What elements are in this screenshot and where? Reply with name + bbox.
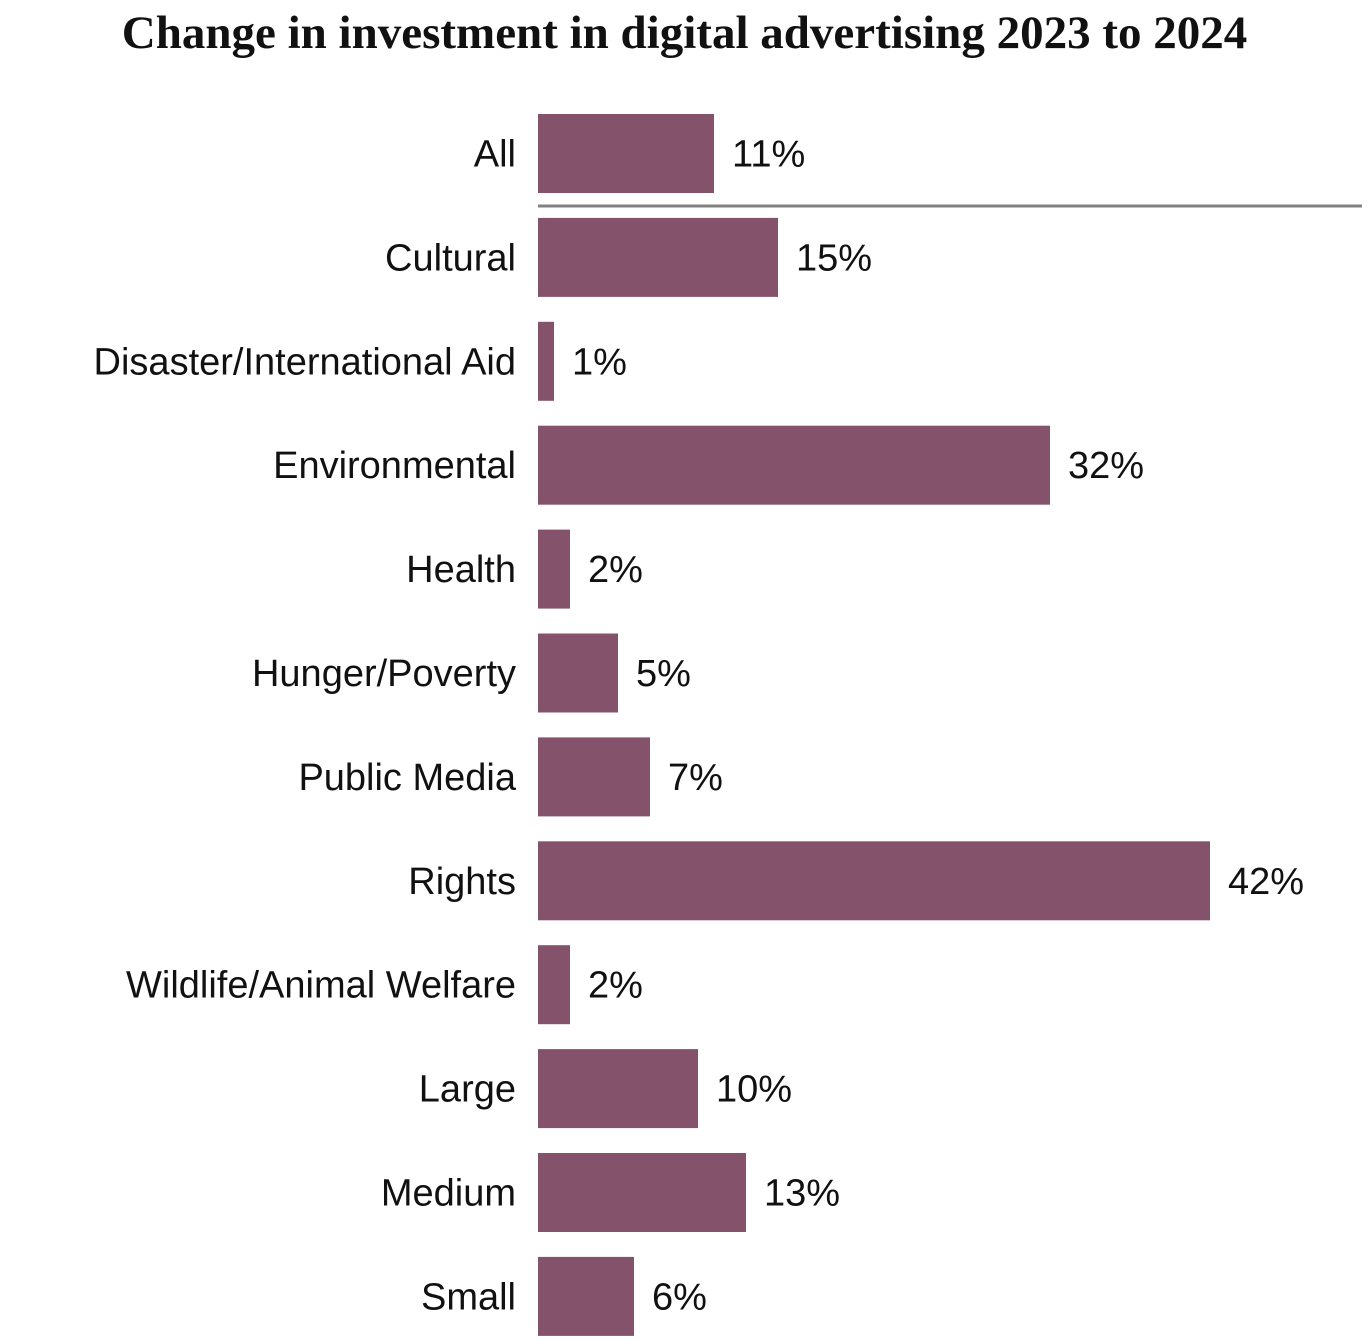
bar-small xyxy=(538,1256,634,1336)
bar-public-media xyxy=(538,737,650,817)
bar-medium xyxy=(538,1153,746,1232)
value-label-cultural: 15% xyxy=(796,237,872,279)
category-label-cultural: Cultural xyxy=(385,237,516,279)
bar-health xyxy=(538,529,570,609)
category-label-medium: Medium xyxy=(381,1173,516,1215)
value-label-disaster-international-aid: 1% xyxy=(572,341,627,383)
value-label-all: 11% xyxy=(732,134,805,176)
value-label-large: 10% xyxy=(716,1069,792,1111)
bar-wildlife-animal-welfare xyxy=(538,945,570,1025)
bar-environmental xyxy=(538,425,1050,505)
category-label-small: Small xyxy=(421,1276,516,1318)
category-label-rights: Rights xyxy=(408,861,516,903)
bar-all xyxy=(538,114,714,193)
labels-layer: All 11% Cultural 15% Disaster/International … xyxy=(94,134,1305,1319)
bars-layer xyxy=(538,114,1210,1336)
category-label-health: Health xyxy=(406,549,516,591)
category-label-large: Large xyxy=(419,1069,516,1111)
chart-title: Change in investment in digital advertis… xyxy=(121,7,1248,59)
category-label-environmental: Environmental xyxy=(273,445,516,487)
category-label-all: All xyxy=(474,134,516,176)
value-label-hunger-poverty: 5% xyxy=(636,653,691,695)
category-label-hunger-poverty: Hunger/Poverty xyxy=(252,653,516,695)
value-label-environmental: 32% xyxy=(1068,445,1144,487)
bar-disaster-international-aid xyxy=(538,321,554,401)
value-label-medium: 13% xyxy=(764,1173,840,1215)
value-label-health: 2% xyxy=(588,549,643,591)
category-label-disaster-international-aid: Disaster/International Aid xyxy=(94,341,516,383)
value-label-small: 6% xyxy=(652,1276,707,1318)
bar-rights xyxy=(538,841,1210,921)
category-label-wildlife-animal-welfare: Wildlife/Animal Welfare xyxy=(126,965,516,1007)
value-label-wildlife-animal-welfare: 2% xyxy=(588,965,643,1007)
value-label-rights: 42% xyxy=(1228,861,1304,903)
value-label-public-media: 7% xyxy=(668,757,723,799)
bar-hunger-poverty xyxy=(538,633,618,713)
bar-cultural xyxy=(538,217,778,297)
category-label-public-media: Public Media xyxy=(298,757,516,799)
bar-large xyxy=(538,1049,698,1129)
